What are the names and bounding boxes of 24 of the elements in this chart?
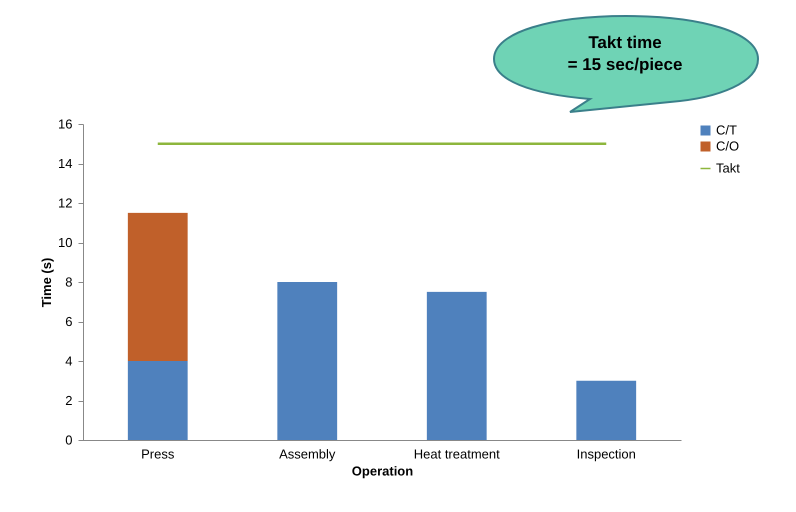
y-tick-label: 14 — [58, 156, 72, 171]
x-tick-label: Assembly — [279, 446, 336, 462]
y-tick-label: 12 — [58, 196, 72, 210]
y-tick-label: 8 — [65, 274, 72, 290]
y-axis-title: Time (s) — [39, 258, 54, 308]
text: Takt time = 15 sec/piece — [566, 32, 684, 76]
y-tick-label: 4 — [65, 354, 72, 368]
bar — [576, 380, 636, 440]
y-tick-label: 6 — [65, 314, 72, 329]
bar — [426, 292, 487, 440]
bar — [277, 282, 338, 440]
legend-label: C/O — [716, 138, 740, 154]
x-tick-label: Inspection — [576, 446, 636, 462]
y-tick-label: 10 — [58, 235, 72, 250]
legend-label: Takt — [716, 160, 740, 176]
x-tick-label: Press — [141, 446, 175, 462]
x-axis-title: Operation — [352, 464, 414, 478]
legend-label: C/T — [716, 122, 737, 138]
bar — [128, 212, 188, 361]
y-tick-label: 2 — [65, 393, 72, 408]
y-tick-label: 16 — [58, 116, 72, 132]
y-tick-label: 0 — [65, 432, 72, 448]
x-tick-label: Heat treatment — [414, 446, 500, 462]
bar — [128, 361, 188, 440]
